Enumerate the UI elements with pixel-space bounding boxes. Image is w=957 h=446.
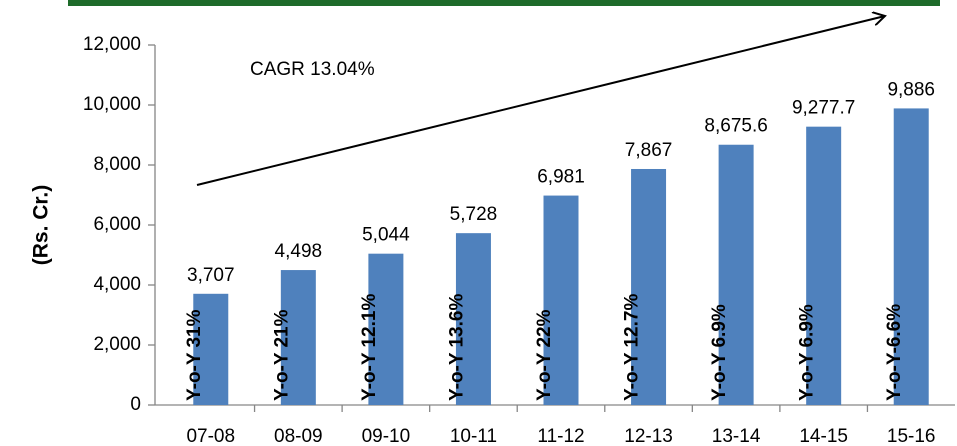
value-label: 6,981: [537, 167, 585, 188]
growth-label: Y-o-Y 12.1%: [359, 294, 380, 401]
top-bar: [68, 0, 940, 6]
trend-arrow: [196, 16, 885, 186]
growth-label: Y-o-Y 6.9%: [797, 304, 818, 401]
growth-label: Y-o-Y 21%: [271, 309, 292, 401]
value-label: 3,707: [187, 265, 235, 286]
x-tick-label: 12-13: [624, 426, 673, 446]
y-tick-label: 10,000: [83, 94, 141, 115]
bar: [368, 253, 404, 405]
x-tick-label: 09-10: [362, 426, 411, 446]
x-tick-label: 10-11: [450, 426, 497, 446]
growth-label: Y-o-Y 31%: [184, 309, 205, 401]
y-tick-label: 12,000: [83, 34, 141, 55]
y-tick-label: 8,000: [93, 154, 141, 175]
value-label: 4,498: [275, 241, 323, 262]
value-label: 7,867: [625, 140, 673, 161]
value-label: 5,044: [362, 225, 410, 246]
growth-label: Y-o-Y 13.6%: [446, 294, 467, 401]
value-label: 8,675.6: [704, 116, 767, 137]
y-tick-label: 4,000: [93, 274, 141, 295]
growth-label: Y-o-Y 22%: [534, 309, 555, 401]
x-tick-label: 08-09: [274, 426, 323, 446]
growth-label: Y-o-Y 12.7%: [622, 294, 643, 401]
bar: [543, 195, 579, 405]
y-tick-label: 0: [130, 394, 141, 415]
y-axis-label: (Rs. Cr.): [30, 185, 53, 266]
x-tick-label: 11-12: [537, 426, 584, 446]
bar: [893, 108, 929, 406]
x-tick-label: 13-14: [712, 426, 761, 446]
cagr-annotation: CAGR 13.04%: [250, 59, 375, 80]
y-tick-label: 6,000: [93, 214, 141, 235]
value-label: 5,728: [450, 204, 498, 225]
bar: [631, 168, 667, 405]
value-label: 9,886: [887, 79, 935, 100]
bar: [280, 270, 316, 405]
x-tick-label: 14-15: [799, 426, 848, 446]
y-tick-label: 2,000: [93, 334, 141, 355]
x-tick-label: 07-08: [186, 426, 235, 446]
bar: [718, 144, 754, 405]
growth-label: Y-o-Y-6.6%: [884, 304, 905, 401]
bar: [806, 126, 842, 405]
x-tick-label: 15-16: [887, 426, 936, 446]
growth-label: Y-o-Y 6.9%: [709, 304, 730, 401]
bar: [455, 233, 491, 405]
bar: [193, 293, 229, 405]
value-label: 9,277.7: [792, 98, 855, 119]
